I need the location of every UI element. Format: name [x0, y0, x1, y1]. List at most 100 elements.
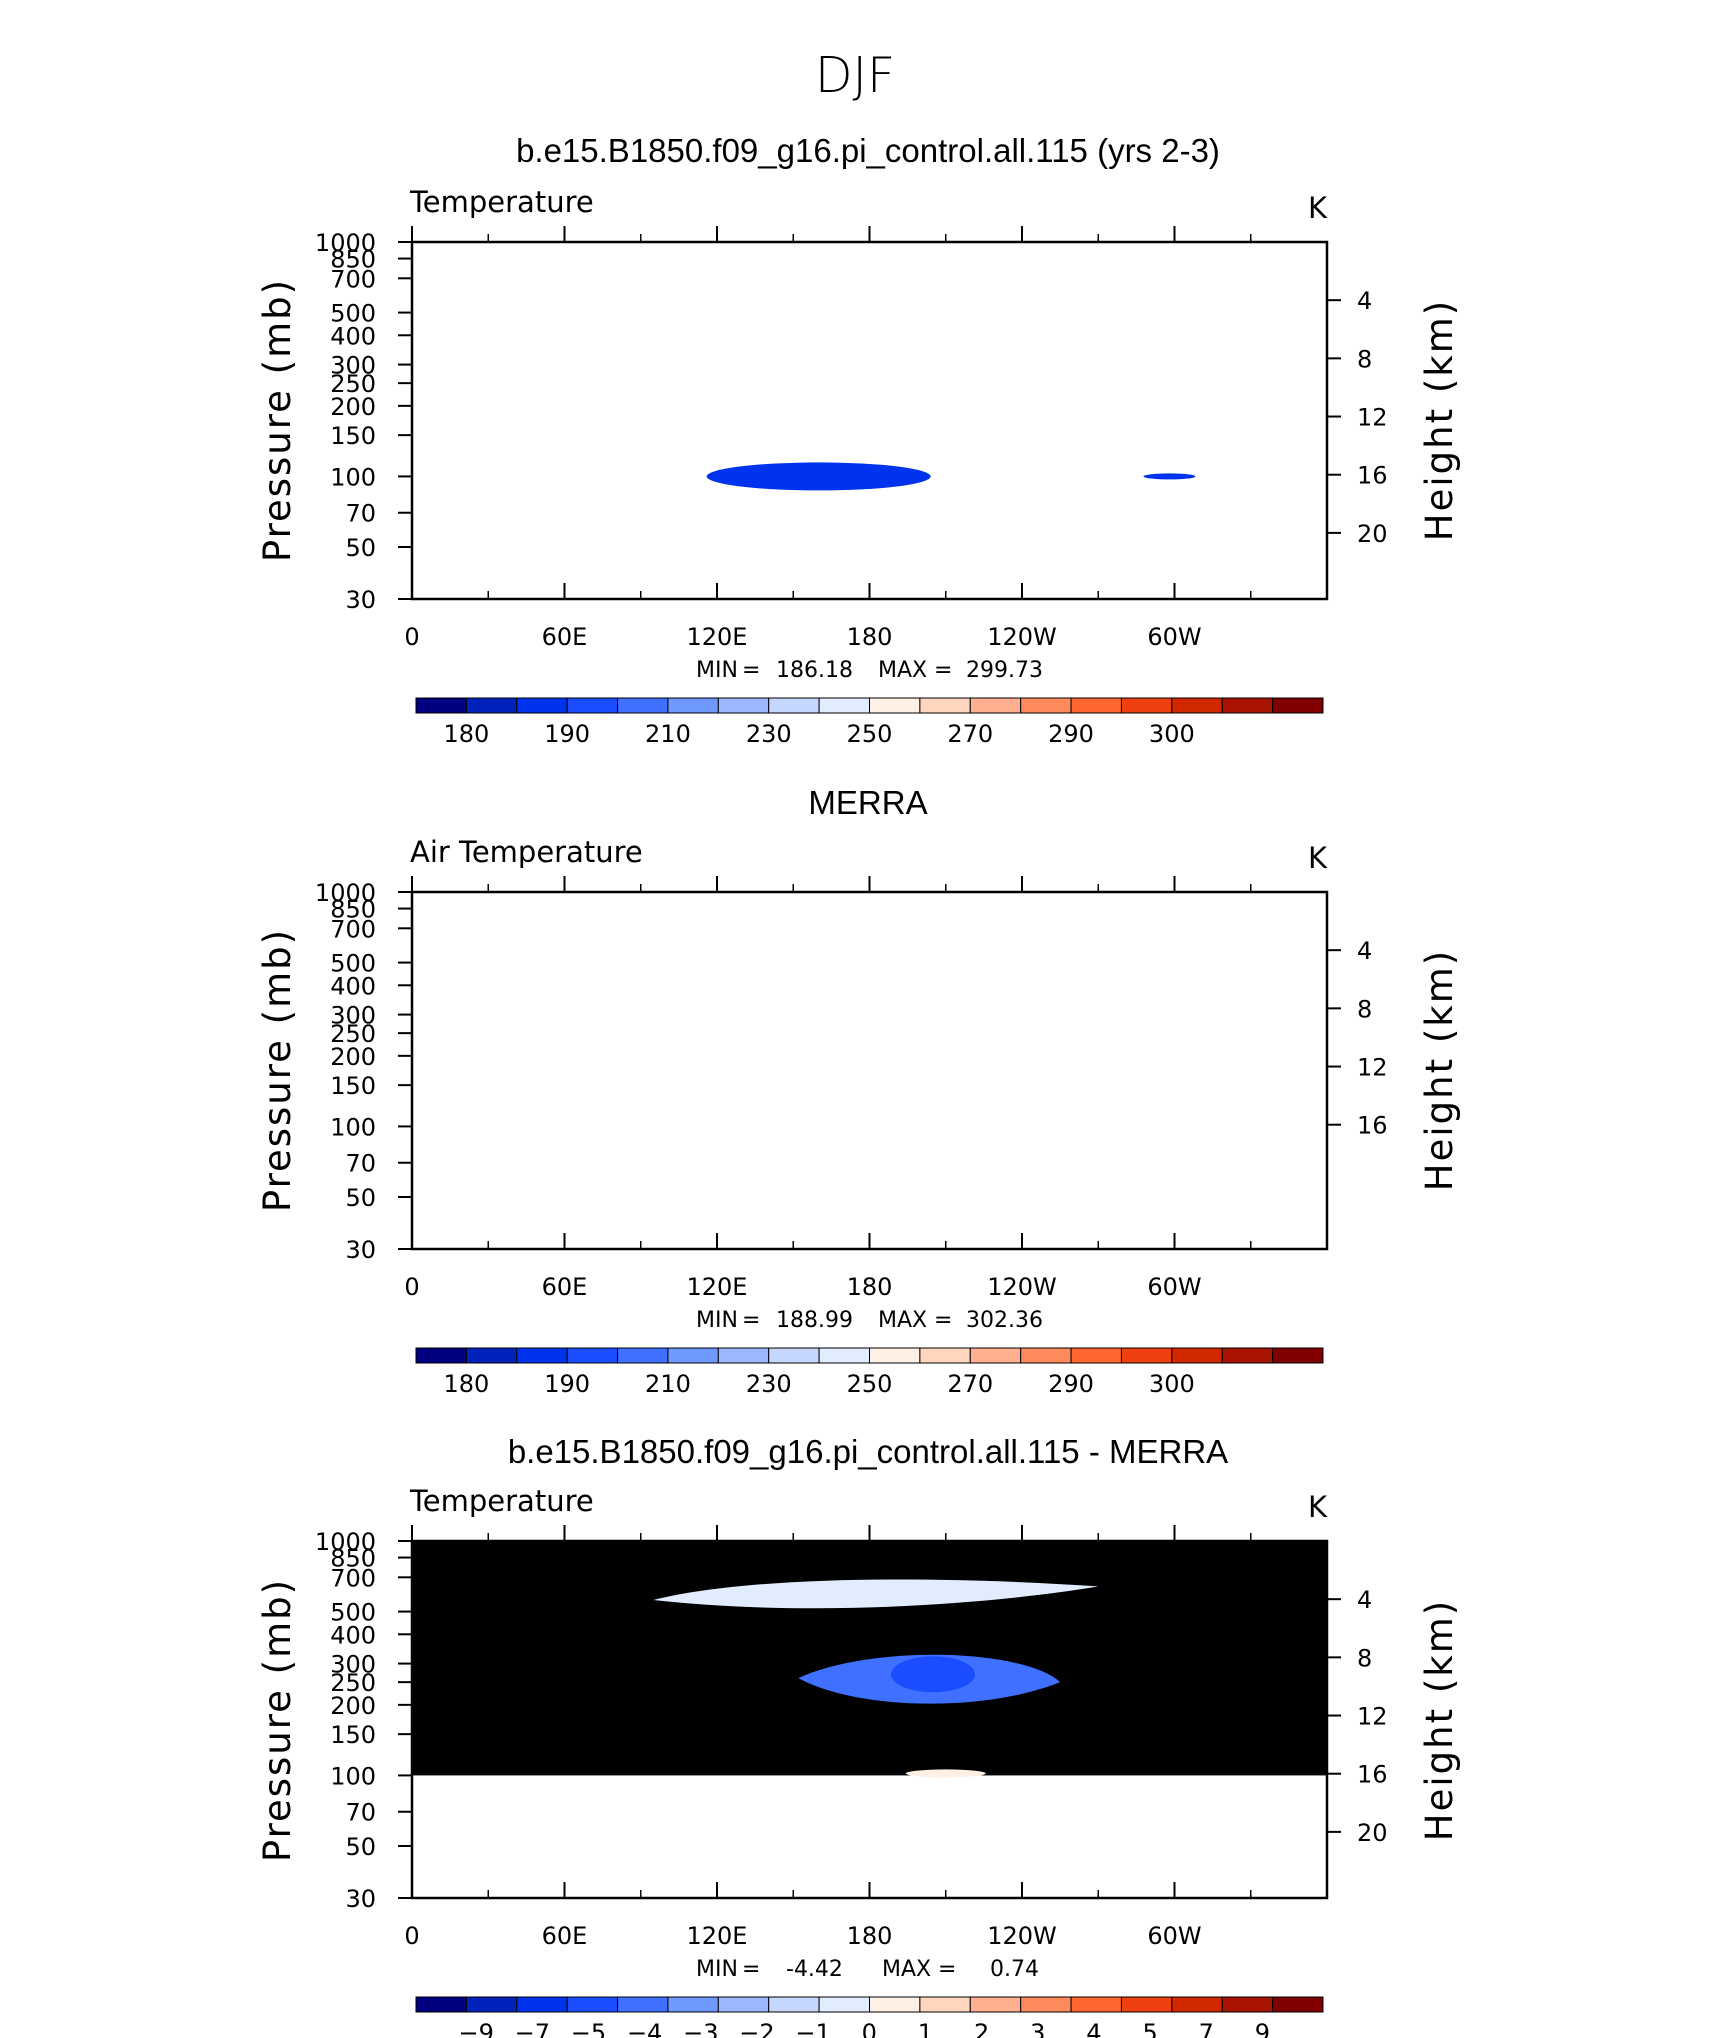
- panel-3-colorbar-swatch: [617, 1996, 669, 2013]
- panel-3-xtick-label: 180: [847, 1922, 893, 1950]
- panel-2-ytick-label: 70: [345, 1150, 376, 1178]
- panel-1-field: [706, 462, 1196, 491]
- panel-3-colorbar-swatch: [919, 1996, 971, 2013]
- panel-3-colorbar-swatch: [516, 1996, 568, 2013]
- panel-2-ylabel: Pressure (mb): [256, 928, 299, 1212]
- panel-3-ytick-label: 150: [330, 1721, 376, 1749]
- panel-1-y2tick-label: 12: [1357, 404, 1388, 432]
- panel-3-colorbar: −9 −7 −5 −4 −3 −2 −1 0 1 2 3 4 5 7 9: [415, 1996, 1324, 2038]
- panel-1-colorbar-swatch: [1120, 697, 1173, 714]
- panel-3-ytick-label: 100: [330, 1762, 376, 1790]
- panel-2-colorbar-swatch: [667, 1347, 719, 1364]
- panel-3-colorbar-swatch: [667, 1996, 719, 2013]
- panel-1-colorbar-label: 290: [1048, 720, 1094, 748]
- panel-1-xtick-label: 60E: [542, 623, 588, 651]
- panel-2-colorbar-label: 290: [1048, 1370, 1094, 1398]
- panel-2-colorbar-label: 180: [443, 1370, 489, 1398]
- panel-2-ytick-label: 700: [330, 915, 376, 943]
- panel-1-ytick-label: 250: [330, 370, 376, 398]
- panel-3-ytick-label: 400: [330, 1621, 376, 1649]
- panel-3-min-label: MIN: [696, 1957, 738, 1982]
- panel-3-y2tick-label: 4: [1357, 1586, 1372, 1614]
- panel-2-colorbar-label: 210: [645, 1370, 691, 1398]
- panel-1-minmax: MIN = 186.18 MAX = 299.73: [696, 658, 1043, 683]
- panel-2-ytick-label: 850: [330, 896, 376, 924]
- panel-1-colorbar-label: 230: [746, 720, 792, 748]
- panel-2-colorbar-label: 270: [947, 1370, 993, 1398]
- panel-1-min-equals: =: [742, 658, 760, 683]
- panel-3-ylabel: Pressure (mb): [256, 1578, 299, 1862]
- panel-1-colorbar-swatch: [1221, 697, 1274, 714]
- panel-3-ytick-label: 300: [330, 1651, 376, 1679]
- panel-2-colorbar-swatch: [516, 1347, 568, 1364]
- panel-2-y2tick-label: 12: [1357, 1054, 1388, 1082]
- panel-1-colorbar-swatch: [516, 697, 568, 714]
- panel-1-min-label: MIN: [696, 658, 738, 683]
- panel-1-colorbar-swatch: [818, 697, 870, 714]
- panel-1-y2label: Height (km): [1418, 299, 1461, 541]
- panel-2-colorbar-swatch: [768, 1347, 820, 1364]
- panel-3-y2tick-label: 12: [1357, 1703, 1388, 1731]
- panel-3-xtick-label: 60W: [1147, 1922, 1201, 1950]
- panel-3-xtick-label: 120E: [687, 1922, 748, 1950]
- panel-3-frame: [410, 1539, 1329, 1900]
- panel-1-colorbar-swatch: [768, 697, 820, 714]
- panel-2-frame: [410, 890, 1329, 1251]
- panel-3-colorbar-label: 5: [1142, 2019, 1157, 2038]
- panel-1-y2tick-label: 4: [1357, 287, 1372, 315]
- panel-1-frame: [410, 240, 1329, 601]
- panel-1-xtick-label: 180: [847, 623, 893, 651]
- panel-3-colorbar-swatch: [1272, 1996, 1324, 2013]
- panel-3-xtick-label: 60E: [542, 1922, 588, 1950]
- panel-1-ytick-label: 700: [330, 265, 376, 293]
- panel-3-colorbar-label: 1: [918, 2019, 933, 2038]
- panel-3-ytick-label: 200: [330, 1692, 376, 1720]
- panel-3-ytick-label: 500: [330, 1599, 376, 1627]
- panel-3-ytick-label: 250: [330, 1669, 376, 1697]
- panel-1-colorbar-swatch: [1171, 697, 1223, 714]
- panel-2-xtick-label: 60E: [542, 1273, 588, 1301]
- panel-3-colorbar-label: −9: [458, 2019, 493, 2038]
- panel-3-colorbar-label: 0: [862, 2019, 877, 2038]
- panel-2-colorbar-label: 230: [746, 1370, 792, 1398]
- panel-1-cold-core-small: [1143, 473, 1196, 480]
- panel-1-ytick-label: 500: [330, 300, 376, 328]
- panel-1-colorbar-label: 180: [443, 720, 489, 748]
- panel-1-ytick-label: 1000: [315, 229, 376, 257]
- panel-3-ytick-label: 700: [330, 1564, 376, 1592]
- panel-2-colorbar-swatch: [1221, 1347, 1274, 1364]
- panel-2-ytick-label: 150: [330, 1072, 376, 1100]
- panel-2-y2tick-label: 4: [1357, 937, 1372, 965]
- figure-title: DJF: [815, 47, 895, 104]
- panel-2-max-equals: =: [934, 1308, 952, 1333]
- panel-3-ticks: 0 60E 120E 180 120W 60W3050701001502002503004…: [315, 1525, 1388, 1950]
- panel-2-ytick-label: 200: [330, 1043, 376, 1071]
- panel-1-variable: Temperature: [409, 185, 594, 219]
- panel-1-max-value: 299.73: [966, 658, 1043, 683]
- panel-1-colorbar: 180 190 210 230 250 270 290 300: [415, 697, 1324, 748]
- panel-1-title: b.e15.B1850.f09_g16.pi_control.all.115 (…: [516, 132, 1220, 169]
- panel-3-colorbar-label: −1: [795, 2019, 830, 2038]
- panel-3-colorbar-swatch: [566, 1996, 619, 2013]
- panel-2-ticks: 0 60E 120E 180 120W 60W3050701001502002503004…: [315, 876, 1388, 1301]
- panel-3-colorbar-swatch: [969, 1996, 1022, 2013]
- panel-2-units: K: [1308, 841, 1328, 875]
- panel-3-y2label: Height (km): [1418, 1599, 1461, 1841]
- panel-2-colorbar-swatch: [617, 1347, 669, 1364]
- panel-1-xtick-label: 0: [404, 623, 419, 651]
- panel-3-colorbar-label: −5: [571, 2019, 606, 2038]
- panel-1: b.e15.B1850.f09_g16.pi_control.all.115 (…: [256, 132, 1461, 748]
- panel-2-ytick-label: 250: [330, 1020, 376, 1048]
- panel-1-colorbar-swatch: [415, 697, 467, 714]
- panel-3-colorbar-label: −3: [683, 2019, 718, 2038]
- panel-1-colorbar-swatch: [969, 697, 1022, 714]
- panel-2-colorbar-swatch: [717, 1347, 770, 1364]
- panel-1-colorbar-swatch: [617, 697, 669, 714]
- panel-2-colorbar-swatch: [869, 1347, 921, 1364]
- panel-3-colorbar-swatch: [717, 1996, 770, 2013]
- panel-2-xtick-label: 60W: [1147, 1273, 1201, 1301]
- panel-1-colorbar-swatch: [1020, 697, 1072, 714]
- panel-3-ytick-label: 50: [345, 1833, 376, 1861]
- panel-3-colorbar-label: −2: [739, 2019, 774, 2038]
